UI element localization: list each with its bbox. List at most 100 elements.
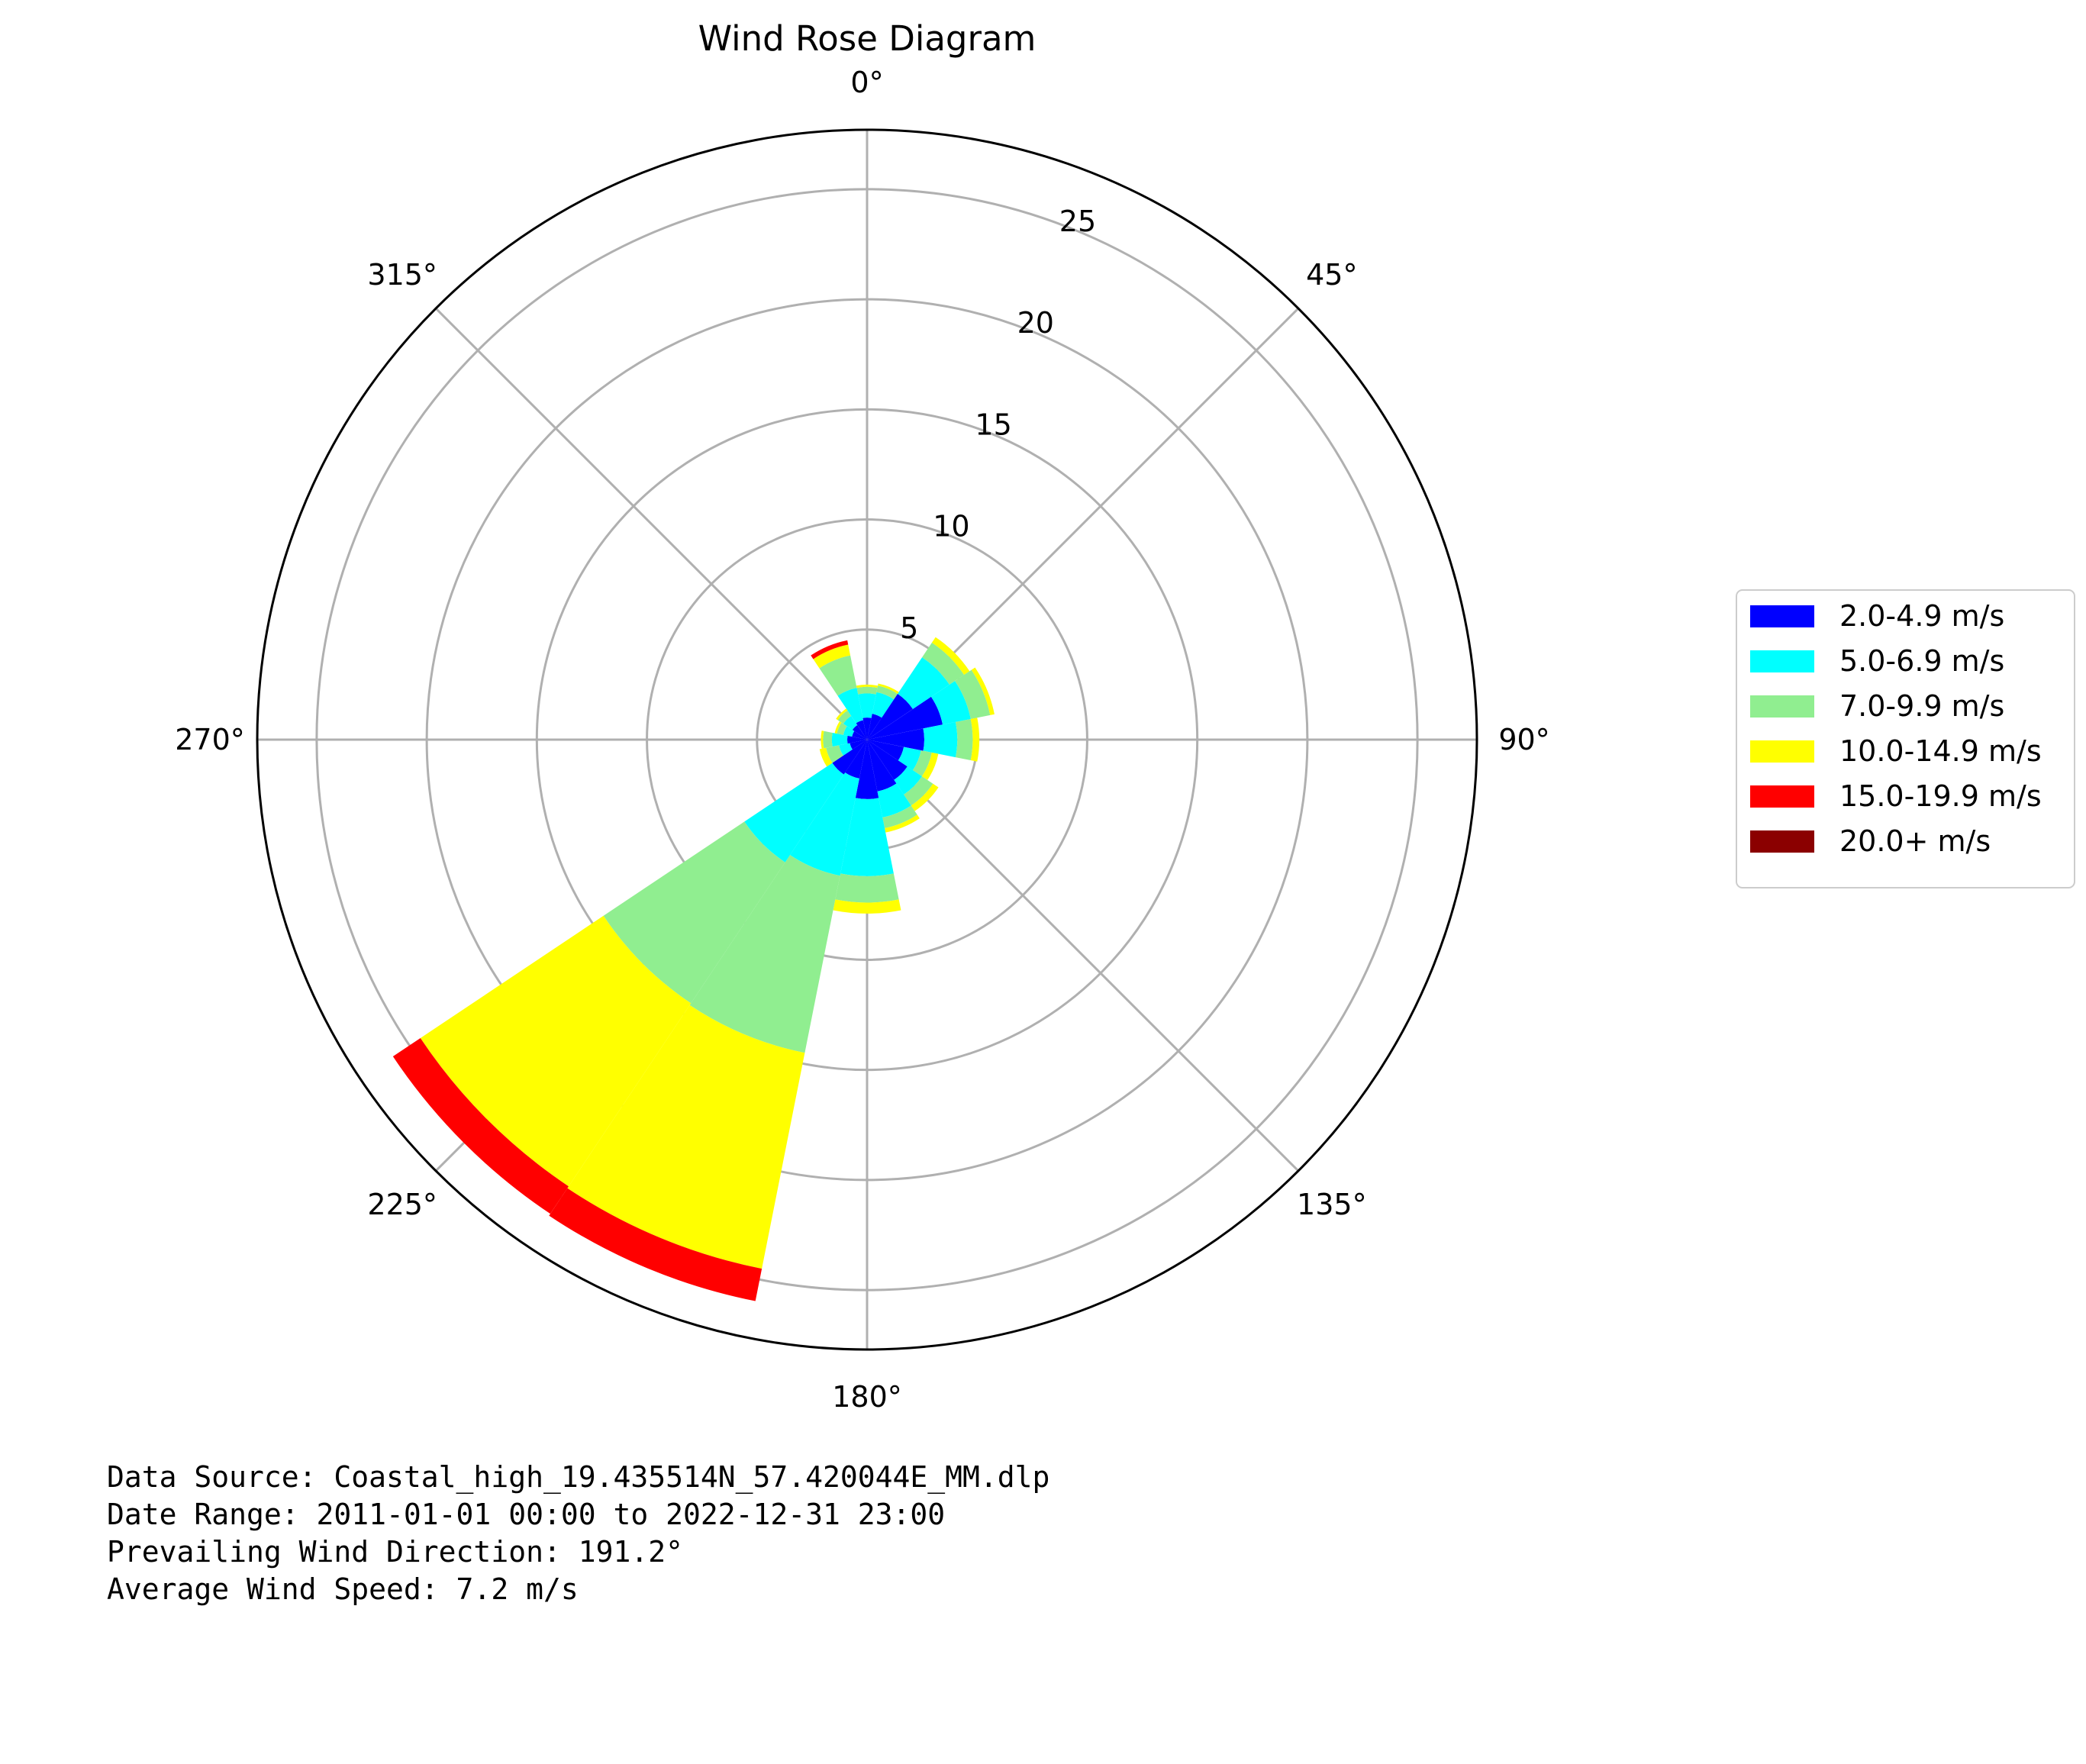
legend-label: 5.0-6.9 m/s [1839, 644, 2004, 678]
wind-bar-segment [921, 752, 939, 780]
radial-tick-label: 5 [900, 611, 918, 645]
wind-bar-segment [877, 783, 911, 818]
wind-bar-segment [836, 708, 848, 721]
wind-bar-segment [744, 763, 844, 863]
wind-bar-segment [856, 684, 879, 689]
legend-label: 7.0-9.9 m/s [1839, 689, 2004, 723]
wind-bar-segment [858, 693, 876, 718]
wind-bar-segment [837, 710, 852, 724]
wind-bar-segment [845, 740, 867, 779]
wind-bar-segment [835, 873, 899, 903]
legend-label: 20.0+ m/s [1839, 824, 1991, 858]
wind-bar-segment [821, 730, 824, 749]
wind-bar-segment [898, 747, 921, 771]
legend-swatch [1750, 695, 1814, 718]
wind-bar-segment [856, 720, 867, 740]
wind-bar-segment [790, 772, 859, 876]
angle-tick-label: 225° [367, 1188, 437, 1221]
wind-bar-segment [872, 692, 895, 718]
wind-bar-segment [867, 740, 904, 761]
wind-bar-segment [862, 718, 872, 740]
wind-bar-segment [923, 721, 958, 758]
legend-swatch [1750, 650, 1814, 672]
radial-tick-label: 20 [1017, 306, 1054, 340]
legend-label: 2.0-4.9 m/s [1839, 599, 2004, 633]
wind-bar-segment [955, 669, 991, 719]
angle-tick-label: 315° [367, 258, 437, 292]
wind-bar-segment [831, 732, 848, 747]
wind-bar-segment [882, 805, 917, 828]
wind-bar-segment [819, 655, 857, 696]
wind-bar-segment [819, 747, 833, 767]
legend-swatch [1750, 830, 1814, 853]
wind-bar-segment [930, 681, 971, 725]
wind-bar-segment [971, 667, 995, 715]
wind-bar-segment [852, 730, 867, 740]
wind-bar-segment [837, 722, 847, 735]
wind-bar-segment [567, 1005, 805, 1269]
wind-bar-segment [894, 766, 922, 795]
wind-bar-segment [904, 776, 933, 806]
wind-bar-segment [839, 743, 853, 756]
wind-bar-segment [867, 694, 913, 740]
info-prevailing-direction: Prevailing Wind Direction: 191.2° [107, 1535, 683, 1569]
legend-swatch [1750, 785, 1814, 808]
wind-bar-segment [840, 798, 894, 876]
wind-bar-segment [955, 718, 973, 761]
wind-bar-segment [855, 740, 879, 799]
wind-bar-segment [922, 642, 965, 685]
wind-bar-segment [837, 688, 863, 724]
wind-bar-segment [826, 745, 843, 763]
legend-swatch [1750, 740, 1814, 763]
wind-bar-segment [876, 685, 898, 700]
wind-bar-segment [867, 696, 943, 740]
wind-bar-segment [856, 686, 878, 695]
legend-box [1736, 589, 2075, 888]
polar-frame [256, 128, 1478, 1351]
wind-bar-segment [834, 721, 842, 734]
wind-bar-segment [549, 1188, 763, 1301]
info-data-source: Data Source: Coastal_high_19.435514N_57.… [107, 1460, 1049, 1495]
angle-tick-labels: 0° 45° 90° 135° 180° 225° 270° 315° [175, 66, 1549, 1414]
wind-bar-segment [898, 657, 950, 709]
chart-title: Wind Rose Diagram [698, 18, 1037, 59]
wind-bar-segment [867, 728, 924, 751]
wind-bar-segment [885, 814, 920, 833]
radial-tick-label: 15 [975, 408, 1011, 441]
wind-bar-segment [689, 855, 840, 1053]
radial-tick-labels: 5 10 15 20 25 [900, 205, 1096, 645]
wind-bar-segment [843, 715, 858, 730]
info-block: Data Source: Coastal_high_19.435514N_57.… [107, 1460, 1049, 1606]
wind-bar-segment [970, 718, 980, 762]
angle-tick-label: 180° [832, 1380, 902, 1414]
legend-label: 15.0-19.9 m/s [1839, 779, 2042, 813]
wind-bar-segment [420, 915, 692, 1187]
wind-bar-segment [847, 735, 867, 744]
angle-tick-label: 45° [1306, 258, 1357, 292]
angle-tick-label: 135° [1297, 1188, 1367, 1221]
wind-bar-segment [603, 821, 785, 1004]
angle-tick-label: 270° [175, 723, 245, 756]
wind-bar-segment [392, 1038, 569, 1214]
wind-bar-segment [832, 740, 867, 775]
wind-bar-segment [813, 644, 851, 669]
wind-bar-segment [850, 740, 867, 750]
wind-bar-segment [867, 740, 908, 780]
wind-bar-segment [867, 714, 882, 740]
wind-bar-segment [833, 899, 901, 914]
wind-bar-segment [867, 740, 897, 792]
wind-bar-segment [912, 750, 932, 777]
wind-bar-segment [911, 783, 939, 811]
info-date-range: Date Range: 2011-01-01 00:00 to 2022-12-… [107, 1498, 945, 1531]
wind-bar-segment [843, 726, 855, 737]
legend: 2.0-4.9 m/s 5.0-6.9 m/s 7.0-9.9 m/s 10.0-14… [1736, 589, 2075, 888]
wind-bar-segment [811, 640, 849, 659]
legend-swatch [1750, 605, 1814, 627]
legend-label: 10.0-14.9 m/s [1839, 734, 2042, 768]
info-average-speed: Average Wind Speed: 7.2 m/s [107, 1572, 579, 1606]
grid-spoke [434, 307, 869, 741]
wind-bar-segment [878, 683, 899, 695]
radial-tick-label: 10 [933, 510, 969, 543]
wind-bar-segment [931, 637, 970, 676]
